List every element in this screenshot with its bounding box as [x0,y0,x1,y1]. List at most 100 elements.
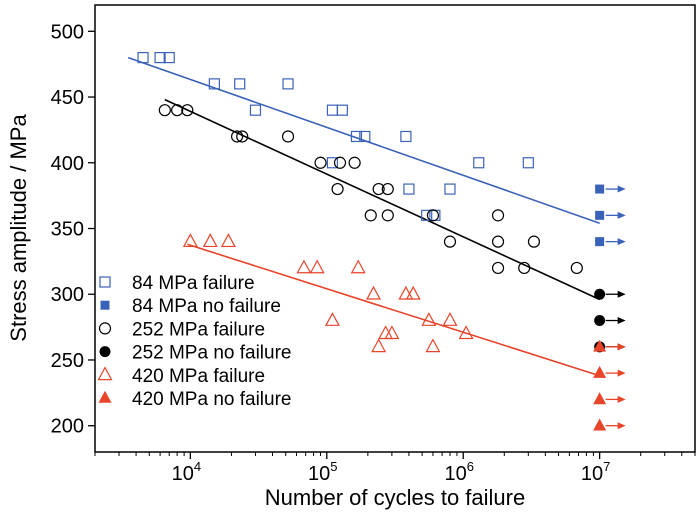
420-mpa-no-failure-point [593,339,607,352]
420-mpa-failure-point [425,338,441,353]
420-mpa-failure-point [324,312,340,326]
252-mpa-failure-point [570,261,583,275]
runout-arrow-head [617,185,626,193]
84-mpa-no-failure-point [595,210,605,220]
252-mpa-failure-point [230,130,244,143]
legend-label-252-mpa-no-failure: 252 MPa no failure [132,343,292,364]
legend-marker-420-mpa-failure [97,366,113,381]
420-mpa-failure-point [405,285,421,300]
252-mpa-failure-point [171,104,184,117]
y-tick-label: 300 [51,284,84,306]
252-mpa-failure-point [314,156,327,169]
84-mpa-failure-point [403,183,415,195]
fit-line-3 [187,243,600,377]
252-mpa-no-failure-point [594,288,606,300]
fit-line-1 [127,56,600,224]
84-mpa-failure-point [249,104,262,116]
legend-marker-252-mpa-no-failure [99,346,111,358]
84-mpa-failure-point [350,130,363,143]
84-mpa-failure-point [208,78,220,90]
252-mpa-failure-point [491,209,505,222]
252-mpa-failure-point [364,209,377,222]
252-mpa-failure-point [381,209,394,222]
y-tick-label: 250 [51,350,84,372]
84-mpa-failure-point [522,157,534,169]
runout-arrow-head [617,211,626,219]
252-mpa-failure-point [236,130,249,143]
252-mpa-failure-point [372,182,385,196]
runout-arrow-head [617,369,626,377]
runout-arrow-head [617,343,626,351]
runout-arrow-head [617,317,626,325]
legend-label-420-mpa-no-failure: 420 MPa no failure [132,389,292,410]
runout-arrow-head [617,395,626,403]
252-mpa-failure-point [491,261,505,275]
84-mpa-failure-point [359,130,371,143]
84-mpa-failure-point [326,104,339,116]
axes-layer: 200 250 300 350 400 450 500 104 105 106 107 [51,21,696,485]
420-mpa-failure-point [182,233,198,248]
x-tick-label: 107 [581,459,610,485]
420-mpa-failure-point [296,259,312,274]
84-mpa-failure-point [137,51,149,64]
y-tick-label: 400 [51,153,84,175]
legend-label-252-mpa-failure: 252 MPa failure [132,319,265,340]
y-tick-label: 500 [51,21,84,43]
420-mpa-no-failure-point [593,418,607,431]
84-mpa-failure-point [444,183,456,195]
252-mpa-failure-point [331,182,344,196]
84-mpa-failure-point [234,78,246,90]
x-axis-title: Number of cycles to failure [265,485,525,510]
252-mpa-failure-point [518,261,531,275]
legend-marker-84-mpa-failure [99,276,111,288]
84-mpa-failure-point [163,51,175,64]
runout-arrow-head [617,422,626,430]
legend-label-420-mpa-failure: 420 MPa failure [132,366,265,387]
84-mpa-failure-point [326,157,339,169]
420-mpa-failure-point [220,233,236,248]
252-mpa-failure-point [443,235,457,248]
420-mpa-failure-point [202,233,218,248]
252-mpa-failure-point [158,104,171,117]
x-tick-label: 106 [444,459,473,485]
84-mpa-failure-point [282,78,294,90]
252-mpa-failure-point [527,235,541,248]
252-mpa-failure-point [281,130,295,143]
legend-marker-84-mpa-no-failure [100,300,110,310]
plot-layer [127,51,626,431]
420-mpa-failure-point [378,325,394,340]
runout-arrow-head [617,290,626,298]
420-mpa-no-failure-point [593,365,607,378]
x-tick-label: 105 [308,459,337,485]
84-mpa-failure-point [473,157,485,169]
84-mpa-failure-point [400,130,412,143]
legend-marker-420-mpa-no-failure [98,390,112,403]
252-mpa-failure-point [491,235,505,248]
y-axis-title: Stress amplitude / MPa [6,114,31,342]
252-mpa-failure-point [333,156,347,169]
84-mpa-no-failure-point [595,237,605,247]
420-mpa-failure-point [421,312,437,326]
runout-arrow-head [617,238,626,246]
legend-label-84-mpa-failure: 84 MPa failure [132,273,255,294]
84-mpa-failure-point [154,51,166,64]
420-mpa-failure-point [398,285,414,300]
420-mpa-failure-point [309,259,325,274]
legend-label-84-mpa-no-failure: 84 MPa no failure [132,296,281,317]
y-tick-label: 450 [51,87,84,109]
y-tick-label: 200 [51,416,84,438]
420-mpa-failure-point [371,338,387,353]
420-mpa-failure-point [458,325,474,340]
420-mpa-no-failure-point [593,392,607,405]
legend-marker-252-mpa-failure [98,322,112,335]
420-mpa-failure-point [384,325,400,340]
252-mpa-failure-point [426,209,440,222]
252-mpa-failure-point [348,156,361,169]
252-mpa-failure-point [181,104,194,117]
252-mpa-failure-point [381,182,394,196]
x-tick-label: 104 [172,459,201,485]
252-mpa-no-failure-point [594,315,606,327]
420-mpa-failure-point [365,285,382,300]
